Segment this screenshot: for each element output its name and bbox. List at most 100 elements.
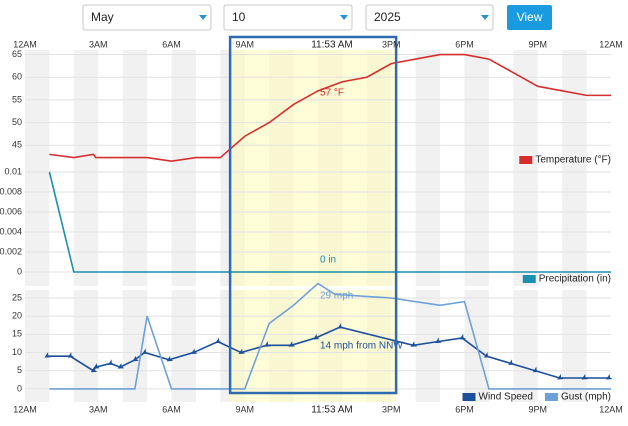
selection-band <box>230 290 397 402</box>
wind-arrow <box>117 362 125 369</box>
y-tick-label: 0.004 <box>0 226 22 236</box>
hour-stripe <box>562 50 587 168</box>
y-tick-label: 65 <box>12 49 22 59</box>
y-tick-label: 25 <box>12 292 22 302</box>
year-select[interactable]: 2025 <box>365 4 494 31</box>
hour-stripe <box>171 50 196 168</box>
caret <box>199 15 207 20</box>
selection-band <box>230 168 397 286</box>
select-box[interactable] <box>223 4 353 31</box>
y-tick-label: 60 <box>12 72 22 82</box>
button-label: View <box>517 10 543 24</box>
legend-swatch <box>522 275 536 283</box>
day-select[interactable]: 10 <box>223 4 353 31</box>
legend-swatch <box>519 156 533 164</box>
x-tick-label: 9AM <box>235 404 254 414</box>
hour-stripe <box>122 290 148 402</box>
y-tick-label: 10 <box>12 347 22 357</box>
wind-arrow <box>264 341 271 347</box>
wind-arrow <box>435 337 442 344</box>
wind-arrow <box>508 359 515 365</box>
wind-arrow <box>132 355 139 362</box>
caret <box>340 15 348 20</box>
wind-arrow <box>166 355 174 362</box>
y-tick-label: 55 <box>12 94 22 104</box>
wind-arrow <box>532 366 540 373</box>
hour-stripe <box>415 50 441 168</box>
y-tick-label: 20 <box>12 311 22 321</box>
x-tick-label: 12AM <box>13 39 37 49</box>
selection-band <box>230 50 397 168</box>
marks <box>44 53 613 390</box>
hour-stripe <box>464 50 489 168</box>
hour-stripe <box>464 168 489 286</box>
annotation: 14 mph from NNW <box>320 341 403 352</box>
x-tick-label: 3PM <box>382 404 401 414</box>
hour-stripe <box>25 290 50 402</box>
hour-stripe <box>25 50 50 168</box>
x-tick-label: 9PM <box>528 39 547 49</box>
hour-stripe <box>73 50 99 168</box>
wind-arrow <box>483 352 491 358</box>
wind-arrow <box>90 366 98 373</box>
overlay: 57 °F 0 in 29 mph 14 mph from NNW <box>228 35 403 395</box>
wind-arrow <box>142 348 149 355</box>
y-tick-label: 15 <box>12 329 22 339</box>
y-tick-label: 5 <box>17 365 22 375</box>
hour-stripe <box>513 50 538 168</box>
button-box[interactable] <box>507 5 552 30</box>
series-line <box>49 282 611 390</box>
wind-arrow <box>410 341 418 347</box>
x-tick-label: 12AM <box>13 404 37 414</box>
y-tick-label: 0.006 <box>0 206 22 216</box>
select-value: 10 <box>232 10 246 24</box>
hour-stripe <box>73 290 99 402</box>
hour-stripe <box>562 168 587 286</box>
annotation: 57 °F <box>320 88 344 99</box>
wind-arrow <box>67 352 75 358</box>
wind-arrow <box>93 362 100 369</box>
y-tick-label: 0.008 <box>0 186 22 196</box>
select-box[interactable] <box>82 4 212 31</box>
series-line <box>48 171 611 273</box>
y-tick-label: 45 <box>12 140 22 150</box>
x-tick-label: 6AM <box>162 404 181 414</box>
hour-stripe <box>171 290 196 402</box>
x-tick-label: 3AM <box>89 39 108 49</box>
cursor-time: 11:53 AM <box>311 40 353 51</box>
wind-arrow <box>215 337 222 344</box>
y-tick-label: 0 <box>17 266 22 276</box>
grids <box>25 54 611 390</box>
hour-stripe <box>562 290 587 402</box>
month-select[interactable]: May <box>82 4 212 31</box>
legend-label: Wind Speed <box>479 392 533 403</box>
x-tick-label: 6AM <box>162 39 181 49</box>
hour-stripe <box>513 290 538 402</box>
wind-arrow <box>190 348 198 355</box>
hour-stripe <box>122 50 148 168</box>
legend-swatch <box>544 393 558 401</box>
view-button[interactable]: View <box>507 5 552 30</box>
wind-arrow <box>459 333 467 340</box>
annotation: 29 mph <box>320 291 353 302</box>
wind-arrow <box>337 322 345 329</box>
cursor-time: 11:53 AM <box>311 405 353 416</box>
hour-stripe <box>415 290 441 402</box>
select-box[interactable] <box>365 4 494 31</box>
selection-fill <box>230 50 397 402</box>
y-tick-label: 0 <box>17 383 22 393</box>
wind-arrow <box>605 373 613 380</box>
annotation: 0 in <box>320 255 336 266</box>
legend-label: Gust (mph) <box>561 392 611 403</box>
x-tick-label: 12AM <box>599 404 623 414</box>
legend-swatch <box>462 393 476 401</box>
series-line <box>49 53 611 163</box>
x-tick-label: 6PM <box>455 404 474 414</box>
select-value: May <box>91 10 114 24</box>
x-tick-label: 12AM <box>599 39 623 49</box>
wind-arrow <box>557 373 564 380</box>
hour-stripe <box>73 168 99 286</box>
hour-stripe <box>25 168 50 286</box>
